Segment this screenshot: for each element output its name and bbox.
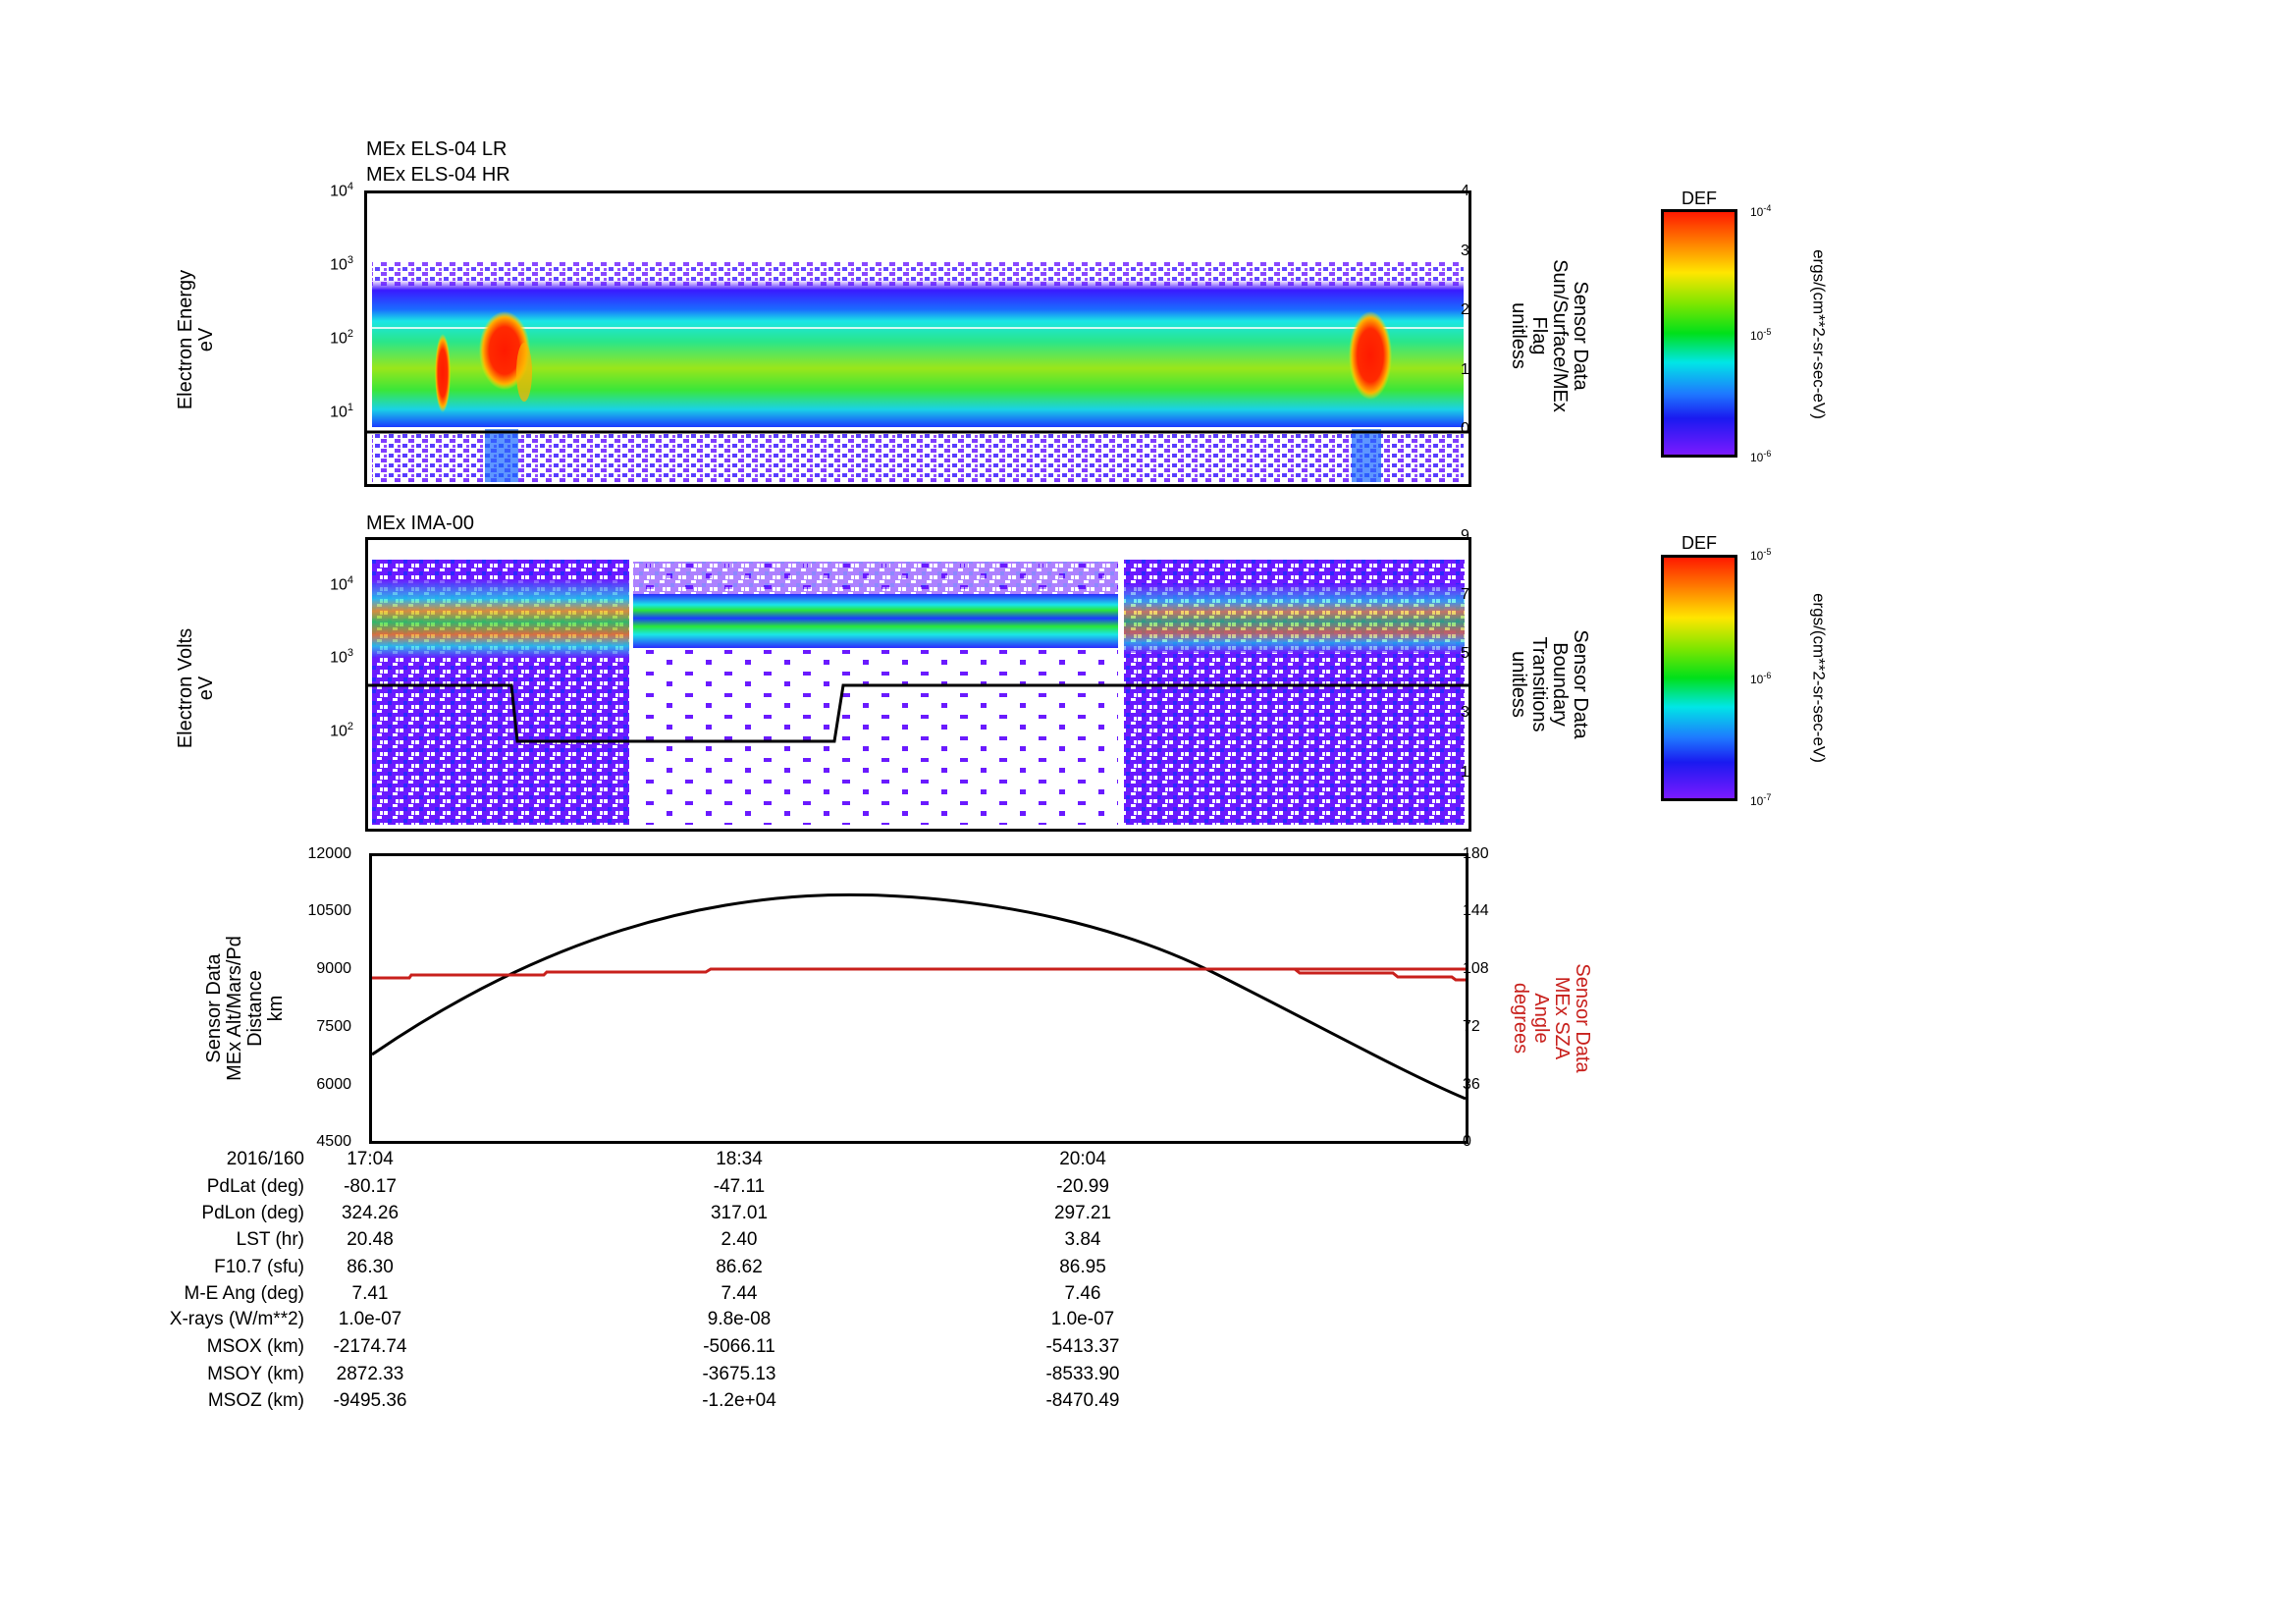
row-value: -8533.90 (1045, 1364, 1120, 1384)
panel3-y2tick-0: 0 (1463, 1133, 1471, 1150)
altitude-line (372, 893, 1466, 1101)
panel2-spectrogram (365, 537, 1471, 832)
panel3-y2tick-108: 108 (1463, 960, 1489, 977)
panel3-ytick-6000: 6000 (316, 1076, 351, 1093)
panel3-y2tick-144: 144 (1463, 902, 1489, 919)
row-label: MSOZ (km) (207, 1390, 304, 1411)
colorbar1-tick-mid: 10-5 (1750, 327, 1772, 343)
panel2-y2tick-5: 5 (1461, 645, 1469, 662)
panel2-heatmap-svg (368, 560, 1468, 825)
panel3-ytick-10500: 10500 (307, 902, 352, 919)
row-value: 86.95 (1059, 1257, 1106, 1277)
colorbar1 (1661, 209, 1737, 458)
panel1-y2tick-1: 1 (1461, 361, 1469, 378)
panel2-y2tick-1: 1 (1461, 764, 1469, 781)
row-label: MSOX (km) (206, 1336, 304, 1357)
row-value: -8470.49 (1045, 1390, 1120, 1411)
row-label: PdLon (deg) (201, 1203, 304, 1223)
panel3-ytick-7500: 7500 (316, 1018, 351, 1035)
row-value: 1.0e-07 (338, 1309, 402, 1329)
colorbar2-title: DEF (1682, 533, 1717, 553)
row-value: -3675.13 (702, 1364, 776, 1384)
row-value: 86.30 (347, 1257, 394, 1277)
colorbar2-tick-top: 10-5 (1750, 547, 1772, 563)
panel2-y2label: Sensor Data Boundary Transitions unitless (1508, 629, 1591, 739)
row-value: 9.8e-08 (707, 1309, 772, 1329)
panel1-ylabel: Electron Energy eV (175, 269, 217, 410)
panel1-y2tick-2: 2 (1461, 301, 1469, 318)
colorbar1-title: DEF (1682, 189, 1717, 208)
panel3-y2tick-36: 36 (1463, 1076, 1480, 1093)
row-value: -5413.37 (1045, 1336, 1120, 1357)
colorbar2-unit: ergs/(cm**2-sr-sec-eV) (1809, 593, 1829, 763)
row-label: LST (hr) (236, 1229, 304, 1250)
row-value: -80.17 (344, 1176, 397, 1197)
panel3-lines-svg (372, 893, 1466, 1101)
row-value: 2.40 (721, 1229, 758, 1250)
row-value: 7.46 (1064, 1283, 1101, 1304)
time-label-2: 20:04 (1059, 1149, 1106, 1169)
row-value: 86.62 (716, 1257, 763, 1277)
panel1-heatmap-svg (367, 262, 1468, 482)
colorbar1-unit: ergs/(cm**2-sr-sec-eV) (1809, 249, 1829, 419)
colorbar2-tick-mid: 10-6 (1750, 671, 1772, 686)
time-label-0: 17:04 (347, 1149, 394, 1169)
panel2-boundary-line (368, 683, 1468, 743)
row-value: 3.84 (1064, 1229, 1101, 1250)
panel1-y2label: Sensor Data Sun/Surface/MEx Flag unitless (1508, 259, 1591, 412)
colorbar2-tick-bot: 10-7 (1750, 792, 1772, 808)
panel1-ytick-1e1: 101 (330, 402, 353, 421)
panel3-ylabel: Sensor Data MEx Alt/Mars/Pd Distance km (203, 936, 287, 1081)
panel3-line-plot (369, 853, 1468, 1144)
panel2-ylabel: Electron Volts eV (175, 627, 217, 749)
row-value: 2872.33 (336, 1364, 404, 1384)
panel3-y2label: Sensor Data MEx SZA Angle degrees (1510, 963, 1593, 1073)
panel1-ytick-1e4: 104 (330, 181, 353, 200)
sza-line (372, 967, 1466, 980)
panel1-title-lr: MEx ELS-04 LR (366, 138, 507, 160)
row-value: 317.01 (710, 1203, 769, 1223)
panel2-ytick-1e3: 103 (330, 647, 353, 667)
row-value: -47.11 (713, 1176, 766, 1197)
panel1-spectrogram (364, 190, 1471, 487)
panel2-y2tick-9: 9 (1461, 527, 1469, 544)
ephemeris-date: 2016/160 (226, 1149, 304, 1169)
panel3-ytick-9000: 9000 (316, 960, 351, 977)
time-label-1: 18:34 (716, 1149, 763, 1169)
row-label: X-rays (W/m**2) (169, 1309, 304, 1329)
row-value: -5066.11 (703, 1336, 775, 1357)
row-value: -1.2e+04 (702, 1390, 776, 1411)
panel2-title: MEx IMA-00 (366, 513, 475, 534)
panel1-y2tick-3: 3 (1461, 243, 1469, 259)
row-label: F10.7 (sfu) (214, 1257, 304, 1277)
panel1-ytick-1e3: 103 (330, 254, 353, 274)
row-label: MSOY (km) (207, 1364, 304, 1384)
panel1-y2tick-4: 4 (1461, 183, 1469, 199)
colorbar2 (1661, 555, 1737, 801)
row-value: -2174.74 (333, 1336, 407, 1357)
row-label: PdLat (deg) (206, 1176, 304, 1197)
row-value: 20.48 (347, 1229, 394, 1250)
panel2-y2tick-7: 7 (1461, 586, 1469, 603)
panel2-ytick-1e4: 104 (330, 574, 353, 594)
row-value: 324.26 (341, 1203, 400, 1223)
row-value: 7.44 (721, 1283, 758, 1304)
panel1-y2tick-0: 0 (1461, 420, 1469, 437)
panel2-ytick-1e2: 102 (330, 721, 353, 740)
colorbar1-tick-bot: 10-6 (1750, 449, 1772, 464)
colorbar1-tick-top: 10-4 (1750, 203, 1772, 219)
panel3-y2tick-180: 180 (1463, 845, 1489, 862)
row-label: M-E Ang (deg) (184, 1283, 305, 1304)
panel1-ytick-1e2: 102 (330, 328, 353, 348)
panel3-ytick-4500: 4500 (316, 1133, 351, 1150)
panel1-title-hr: MEx ELS-04 HR (366, 164, 510, 186)
row-value: 297.21 (1053, 1203, 1112, 1223)
panel3-y2tick-72: 72 (1463, 1018, 1480, 1035)
row-value: -20.99 (1056, 1176, 1109, 1197)
row-value: 1.0e-07 (1050, 1309, 1115, 1329)
panel3-ytick-12000: 12000 (307, 845, 352, 862)
row-value: 7.41 (351, 1283, 389, 1304)
panel2-y2tick-3: 3 (1461, 704, 1469, 721)
row-value: -9495.36 (333, 1390, 407, 1411)
